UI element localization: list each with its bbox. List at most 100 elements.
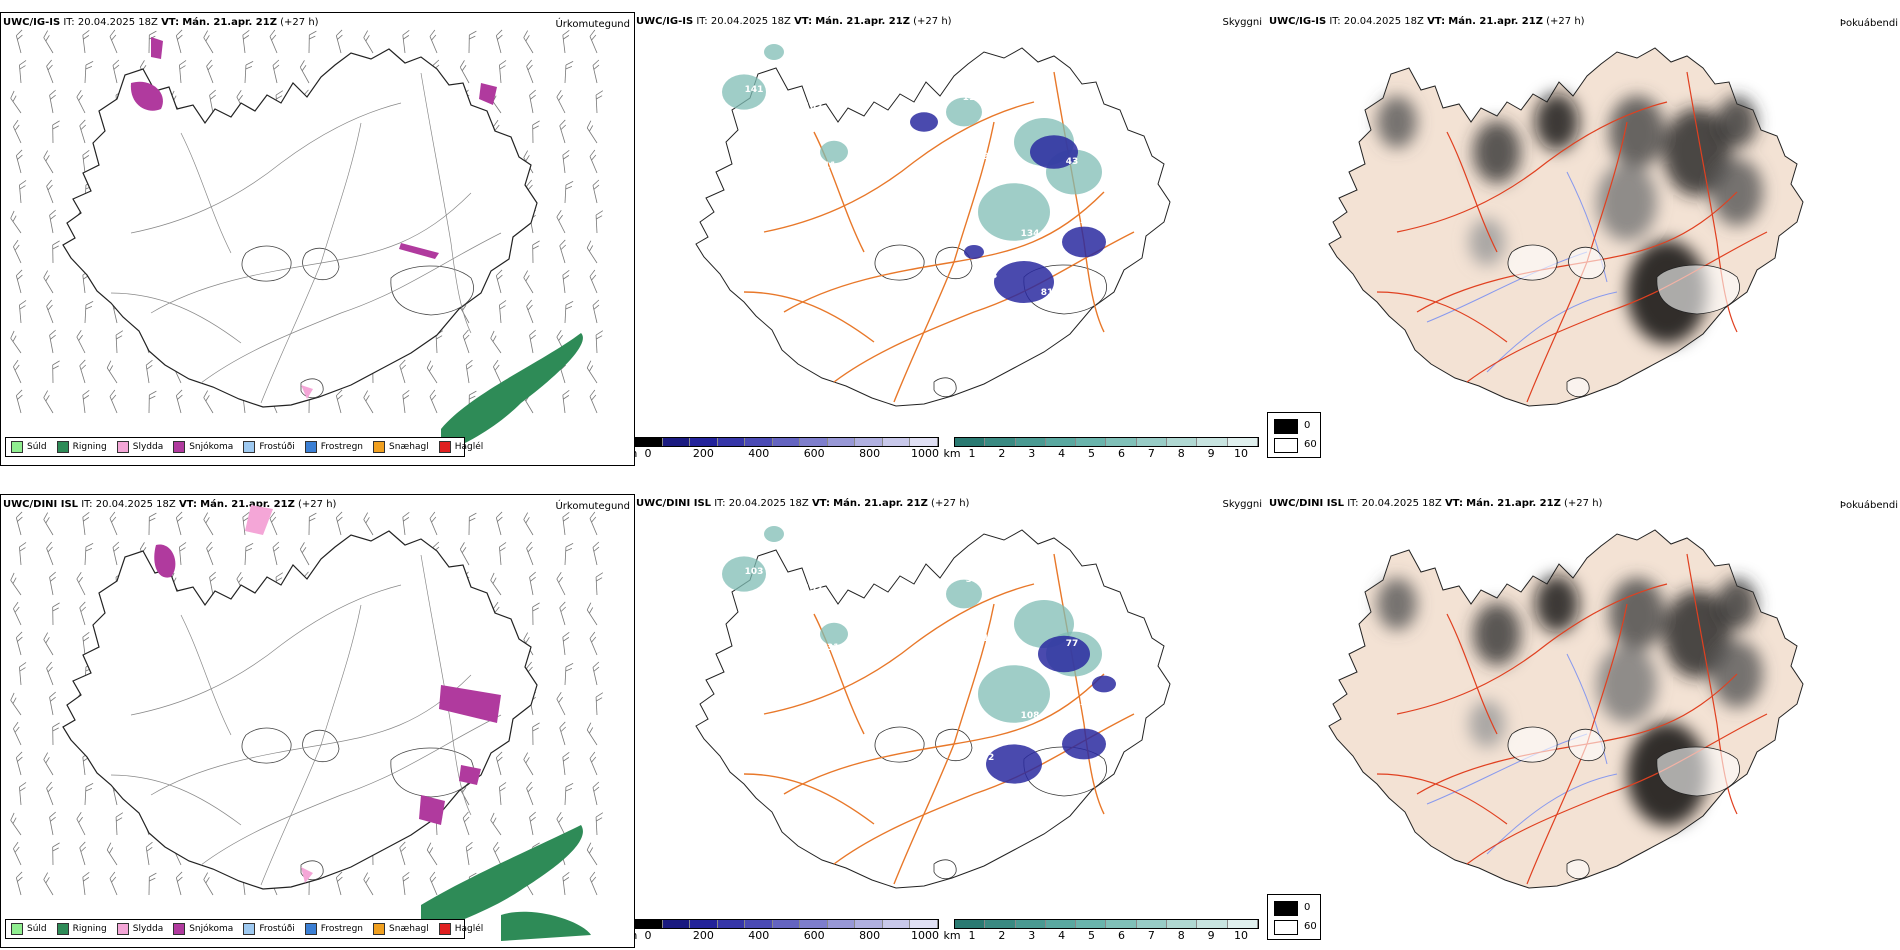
wind-barb: [272, 59, 280, 84]
wind-barb: [209, 89, 216, 114]
wind-barb: [556, 90, 566, 114]
colorbar-tick-label: 0: [644, 447, 652, 460]
wind-barb: [592, 299, 600, 324]
wind-barb: [209, 571, 216, 596]
wind-barb: [429, 29, 438, 54]
wind-barb: [15, 269, 23, 294]
wind-barb: [52, 602, 60, 626]
precip-legend-item: Haglél: [438, 923, 484, 935]
legend-label: Slydda: [132, 924, 164, 934]
wind-barb: [109, 871, 118, 896]
wind-barb: [49, 811, 56, 836]
wind-barb: [175, 389, 183, 414]
wind-barb: [82, 511, 90, 536]
wind-barb: [564, 663, 574, 686]
colorbar-segment: [717, 920, 746, 928]
river-line: [1486, 291, 1618, 373]
wind-barb: [562, 631, 570, 656]
colorbar-tick-label: 5: [1088, 447, 1096, 460]
wind-barb: [335, 871, 343, 896]
cloud-base-value: 119: [938, 224, 957, 234]
wind-barb: [79, 119, 87, 144]
precip-legend-item: Snæhagl: [373, 441, 429, 453]
wind-barb: [203, 390, 214, 414]
legend-label: Haglél: [454, 924, 484, 934]
glacier-outline: [241, 245, 292, 282]
wind-barb: [526, 299, 534, 324]
wind-barb: [203, 872, 214, 896]
wind-barb: [269, 511, 278, 536]
cloud-base-value: 17: [983, 634, 996, 644]
wind-barb: [145, 359, 153, 384]
it-label: IT:: [1329, 16, 1341, 27]
legend-label: Snæhagl: [389, 924, 429, 934]
legend-label: Snjókoma: [189, 442, 234, 452]
colorbar-segment: [1167, 920, 1198, 928]
cloud-base-value: 108: [1022, 592, 1041, 602]
cloud-base-value: 102: [804, 102, 823, 112]
colorbar-segment: [827, 438, 856, 446]
precip-legend-item: Slydda: [116, 923, 164, 935]
road-line: [1396, 583, 1668, 715]
fog-swatch-high: [1274, 901, 1298, 916]
colorbar-segment: [955, 920, 986, 928]
wind-barb: [46, 781, 54, 806]
legend-swatch: [56, 441, 69, 453]
cloud-base-value: 26: [907, 106, 920, 116]
visibility-colorbar: 1 2 3 4 5 6 7 8 9 10 km: [943, 437, 1259, 460]
row2-panel-precip-type: UWC/DINI ISL IT: 20.04.2025 18Z VT: Mán.…: [0, 494, 635, 948]
colorbar-segment: [635, 920, 663, 928]
wind-barb: [308, 512, 317, 536]
wind-barb: [76, 812, 86, 836]
wind-barb: [499, 542, 507, 566]
wind-barb: [586, 602, 598, 626]
glacier-outline: [241, 727, 292, 764]
cloud-base-value: 152: [804, 584, 823, 594]
wind-barb: [564, 783, 574, 806]
colorbar-segment: [1015, 920, 1046, 928]
colorbar-segment: [1076, 920, 1107, 928]
wind-barb: [15, 389, 23, 414]
colorbar-tick-label: 6: [1117, 929, 1125, 942]
glacier-outline: [390, 265, 474, 316]
wind-barb: [43, 872, 54, 896]
it-value: 20.04.2025 18Z: [728, 498, 809, 509]
wind-barb: [595, 210, 604, 234]
cloud-base-value: 77: [1066, 639, 1079, 649]
vt-label: VT:: [794, 16, 813, 27]
legend-label: Rigning: [72, 924, 107, 934]
wind-barb: [13, 119, 22, 144]
coastline: [62, 48, 538, 408]
wind-barb: [564, 543, 574, 566]
row2-fog-header: UWC/DINI ISL IT: 20.04.2025 18Z VT: Mán.…: [1269, 498, 1602, 509]
wind-barb: [10, 90, 22, 114]
wind-barb: [43, 30, 54, 54]
it-value: 20.04.2025 18Z: [95, 499, 176, 510]
vt-value: Mán. 21.apr. 21Z: [182, 17, 277, 28]
colorbar-segment: [910, 438, 939, 446]
glacier-outline: [933, 859, 957, 880]
rain-area: [421, 825, 583, 935]
colorbar-segment: [910, 920, 939, 928]
coastline: [62, 530, 538, 890]
wind-barb: [10, 210, 22, 234]
it-value: 20.04.2025 18Z: [1361, 498, 1442, 509]
low-visibility-area: [820, 622, 848, 646]
wind-barb: [562, 751, 570, 776]
snow-area: [399, 243, 439, 259]
colorbar-segment: [772, 438, 801, 446]
panel-title-precip: Úrkomutegund: [555, 19, 630, 30]
model-name: UWC/DINI ISL: [636, 498, 712, 509]
wind-barb: [148, 512, 157, 536]
road-line: [1466, 713, 1768, 865]
colorbar-segment: [1106, 438, 1137, 446]
cloud-base-value: 26: [823, 702, 836, 712]
snow-area: [130, 81, 163, 111]
colorbar-unit: km: [943, 929, 961, 942]
colorbar-segment: [662, 920, 691, 928]
vt-label: VT:: [161, 17, 180, 28]
fog-swatch-high: [1274, 419, 1298, 434]
wind-barb: [43, 150, 54, 174]
low-visibility-area: [946, 97, 982, 127]
road-line: [1396, 101, 1668, 233]
